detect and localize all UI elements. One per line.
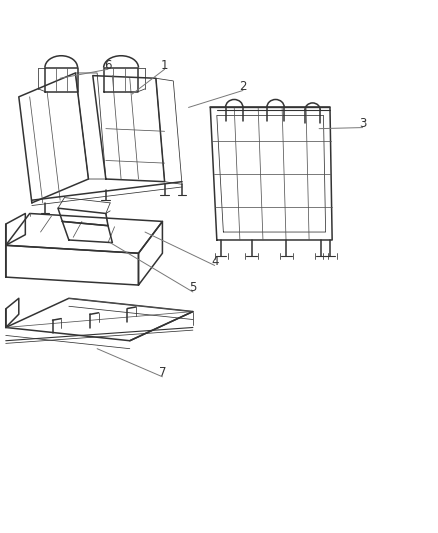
Text: 4: 4 — [211, 255, 219, 268]
Text: 7: 7 — [159, 366, 166, 379]
Text: 3: 3 — [359, 117, 366, 130]
Text: 2: 2 — [239, 80, 247, 93]
Text: 1: 1 — [161, 59, 168, 71]
Text: 6: 6 — [104, 59, 112, 71]
Text: 5: 5 — [189, 281, 197, 294]
